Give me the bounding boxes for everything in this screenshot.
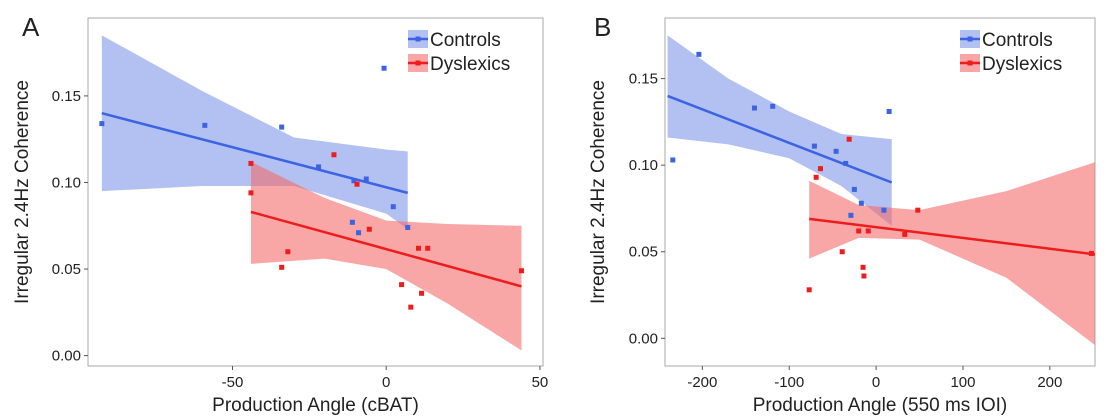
data-point xyxy=(902,231,908,237)
legend-point xyxy=(415,60,421,66)
data-point xyxy=(405,224,411,230)
data-point xyxy=(865,228,871,234)
y-tick-label: 0.05 xyxy=(52,261,81,278)
legend-point xyxy=(967,36,973,42)
y-tick-label: 0.10 xyxy=(629,157,658,174)
data-point xyxy=(751,105,757,111)
y-axis-label: Irregular 2.4Hz Coherence xyxy=(588,80,609,304)
legend-point xyxy=(967,60,973,66)
data-point xyxy=(839,249,845,255)
y-tick-label: 0.05 xyxy=(629,244,658,261)
legend-label: Controls xyxy=(430,30,501,51)
data-point xyxy=(851,186,857,192)
fit-line xyxy=(667,94,893,184)
data-point xyxy=(399,282,405,288)
x-tick-label: -200 xyxy=(687,374,717,391)
data-point xyxy=(354,181,360,187)
y-tick-label: 0.15 xyxy=(629,71,658,88)
x-tick-label: 0 xyxy=(872,374,880,391)
data-point xyxy=(381,65,387,71)
data-point xyxy=(813,174,819,180)
data-point xyxy=(202,122,208,128)
data-point xyxy=(331,152,337,158)
data-point xyxy=(363,176,369,182)
data-point xyxy=(349,219,355,225)
x-tick-label: 50 xyxy=(532,374,549,391)
confidence-band xyxy=(101,35,408,230)
data-point xyxy=(860,264,866,270)
data-point xyxy=(518,268,524,274)
data-point xyxy=(248,190,254,196)
data-point xyxy=(856,228,862,234)
data-point xyxy=(806,287,812,293)
legend-label: Dyslexics xyxy=(982,54,1062,75)
data-point xyxy=(846,136,852,142)
data-point xyxy=(390,204,396,210)
confidence-band xyxy=(809,162,1095,346)
x-axis-label: Production Angle (cBAT) xyxy=(212,395,419,416)
data-point xyxy=(817,166,823,172)
data-point xyxy=(366,226,372,232)
panel-label: B xyxy=(594,12,611,42)
x-tick-label: -50 xyxy=(222,374,244,391)
x-tick-label: -100 xyxy=(774,374,804,391)
data-point xyxy=(279,264,285,270)
y-axis-label: Irregular 2.4Hz Coherence xyxy=(12,80,33,304)
x-tick-label: 200 xyxy=(1037,374,1062,391)
data-point xyxy=(833,148,839,154)
data-point xyxy=(285,249,291,255)
x-axis-label: Production Angle (550 ms IOI) xyxy=(753,395,1008,416)
data-point xyxy=(316,164,322,170)
data-point xyxy=(696,51,702,57)
fit-line xyxy=(250,210,522,288)
data-point xyxy=(861,273,867,279)
fit-line xyxy=(101,112,409,195)
fit-line xyxy=(809,217,1095,256)
panel-label: A xyxy=(22,12,40,42)
data-point xyxy=(248,160,254,166)
y-tick-label: 0.00 xyxy=(52,348,81,365)
data-point xyxy=(351,178,357,184)
y-tick-label: 0.10 xyxy=(52,174,81,191)
data-point xyxy=(848,212,854,218)
data-point xyxy=(279,124,285,130)
data-point xyxy=(408,304,414,310)
legend-label: Dyslexics xyxy=(430,54,510,75)
data-point xyxy=(886,108,892,114)
data-point xyxy=(415,245,421,251)
legend-label: Controls xyxy=(982,30,1053,51)
data-point xyxy=(881,207,887,213)
data-point xyxy=(425,245,431,251)
y-tick-label: 0.00 xyxy=(629,330,658,347)
plot-area xyxy=(99,35,524,351)
data-point xyxy=(419,290,425,296)
confidence-band xyxy=(250,161,522,351)
data-point xyxy=(915,207,921,213)
confidence-band xyxy=(667,35,892,226)
data-point xyxy=(1089,250,1095,256)
data-point xyxy=(356,230,362,236)
plot-area xyxy=(667,35,1095,346)
legend-point xyxy=(415,36,421,42)
x-tick-label: 0 xyxy=(382,374,390,391)
data-point xyxy=(99,121,105,127)
data-point xyxy=(811,143,817,149)
x-tick-label: 100 xyxy=(950,374,975,391)
y-tick-label: 0.15 xyxy=(52,88,81,105)
data-point xyxy=(770,103,776,109)
data-point xyxy=(670,157,676,163)
data-point xyxy=(843,160,849,166)
data-point xyxy=(858,200,864,206)
